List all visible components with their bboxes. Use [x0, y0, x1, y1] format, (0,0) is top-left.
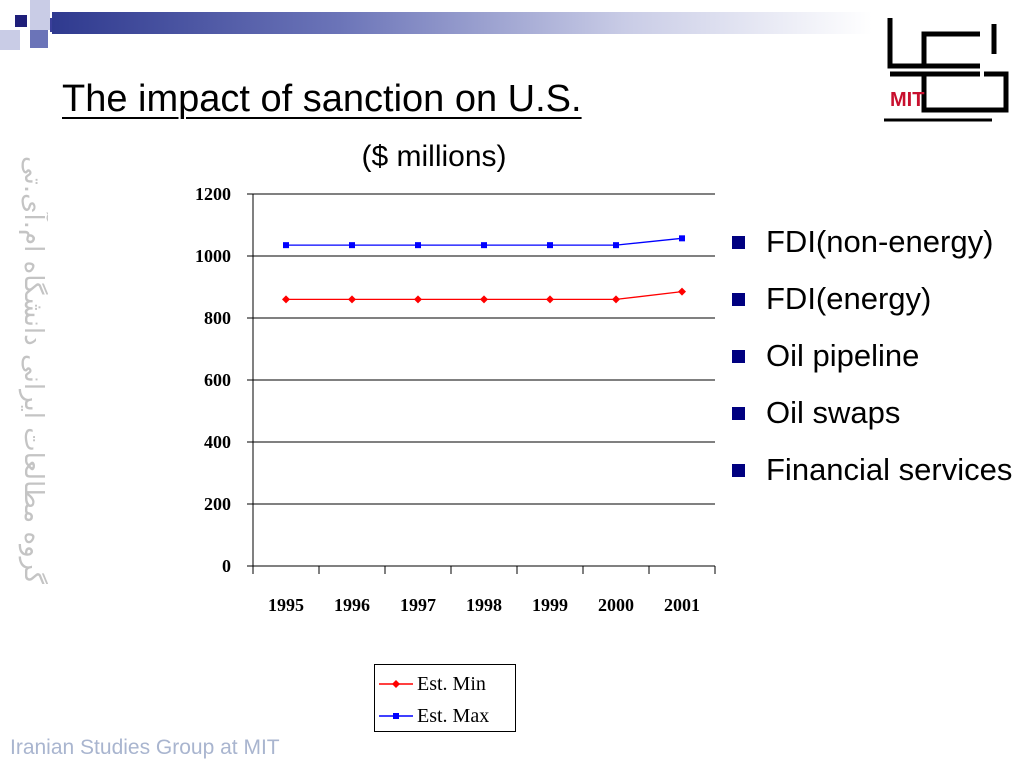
data-point	[414, 295, 422, 304]
x-tick-label: 1998	[466, 595, 502, 615]
data-point	[612, 295, 620, 304]
data-point	[546, 295, 554, 304]
data-point	[679, 235, 685, 242]
bullet-item: FDI(energy)	[730, 281, 1020, 317]
chart-subtitle: ($ millions)	[361, 140, 507, 173]
x-tick-label: 1995	[268, 595, 304, 615]
mit-logo: MIT	[884, 14, 1014, 131]
chart-series	[282, 235, 686, 304]
bullet-text: Oil pipeline	[766, 338, 920, 373]
x-tick-label: 1999	[532, 595, 568, 615]
y-tick-label: 0	[222, 556, 231, 576]
data-point	[678, 287, 686, 296]
data-point	[349, 242, 355, 249]
y-tick-label: 200	[204, 494, 231, 514]
bullet-text: Financial services	[766, 452, 1013, 487]
side-persian-text: گروه مطالعات ایرانی دانشگاه ام.آی.تی	[18, 155, 48, 584]
x-tick-label: 1997	[400, 595, 436, 615]
square-bullet-icon	[732, 293, 745, 306]
square-bullet-icon	[732, 350, 745, 363]
bullet-list: FDI(non-energy) FDI(energy) Oil pipeline…	[730, 224, 1020, 509]
chart-axes	[247, 193, 716, 574]
chart-gridlines	[253, 193, 715, 505]
y-tick-label: 600	[204, 370, 231, 390]
data-point	[283, 242, 289, 249]
chart-labels: 0 200 400 600 800 1000 1200 1995 1996 1997 1998 199…	[195, 184, 700, 615]
chart-legend: Est. Min Est. Max	[374, 664, 516, 732]
header-gradient-bar	[52, 12, 872, 34]
legend-item-max: Est. Max	[375, 700, 515, 732]
data-point	[547, 242, 553, 249]
bullet-text: FDI(energy)	[766, 281, 932, 316]
legend-label-min: Est. Min	[417, 672, 486, 695]
line-chart: 0 200 400 600 800 1000 1200 1995 1996 1997 1998 199…	[195, 184, 716, 615]
data-point	[282, 295, 290, 304]
data-point	[481, 242, 487, 249]
square-bullet-icon	[732, 236, 745, 249]
footer-text: Iranian Studies Group at MIT	[10, 736, 280, 759]
bullet-item: Financial services	[730, 452, 1020, 488]
y-tick-label: 1200	[195, 184, 231, 204]
data-point	[480, 295, 488, 304]
x-tick-label: 1996	[334, 595, 370, 615]
y-tick-label: 1000	[195, 246, 231, 266]
square-bullet-icon	[732, 464, 745, 477]
bullet-item: Oil swaps	[730, 395, 1020, 431]
bullet-text: FDI(non-energy)	[766, 224, 994, 259]
logo-text: MIT	[890, 89, 924, 111]
square-marker-icon	[379, 713, 413, 719]
legend-item-min: Est. Min	[375, 668, 515, 700]
square-bullet-icon	[732, 407, 745, 420]
data-point	[613, 242, 619, 249]
data-point	[348, 295, 356, 304]
x-tick-label: 2000	[598, 595, 634, 615]
y-tick-label: 400	[204, 432, 231, 452]
legend-label-max: Est. Max	[417, 704, 490, 727]
bullet-item: Oil pipeline	[730, 338, 1020, 374]
diamond-marker-icon	[379, 680, 413, 688]
slide-title: The impact of sanction on U.S.	[62, 78, 582, 120]
data-point	[415, 242, 421, 249]
bullet-text: Oil swaps	[766, 395, 901, 430]
y-tick-label: 800	[204, 308, 231, 328]
bullet-item: FDI(non-energy)	[730, 224, 1020, 260]
x-tick-label: 2001	[664, 595, 700, 615]
